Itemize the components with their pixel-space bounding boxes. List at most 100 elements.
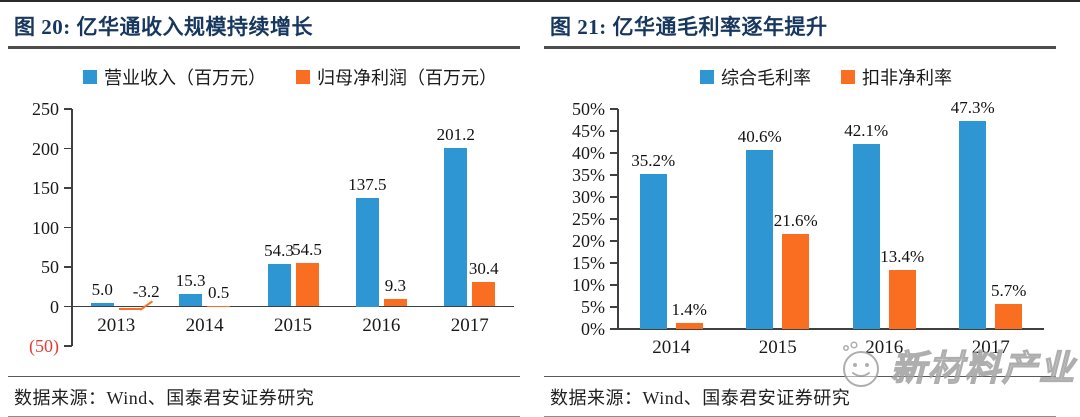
legend-label: 归母净利润（百万元） [317, 68, 497, 88]
figure-21-source: 数据来源：Wind、国泰君安证券研究 [550, 388, 851, 408]
y-tick-mark [64, 305, 72, 308]
x-axis-label: 2015 [273, 314, 312, 336]
y-tick-label: 10% [572, 275, 605, 295]
bar-value-label: 15.3 [175, 271, 206, 291]
y-tick-mark [610, 306, 618, 308]
y-tick-label: 25% [572, 209, 605, 229]
bar [472, 282, 496, 307]
y-tick-mark [610, 218, 618, 220]
net-profit-series-swatch [296, 70, 310, 84]
bar-value-label: 13.4% [880, 247, 925, 267]
figure-21-title: 图 21: 亿华通毛利率逐年提升 [550, 15, 828, 39]
y-tick-label: 50 [41, 257, 59, 277]
bar-value-label: 201.2 [436, 124, 475, 144]
bar-value-label: 137.5 [348, 174, 387, 194]
y-tick-label: 0% [581, 319, 605, 339]
bar-value-label: 0.5 [207, 283, 230, 303]
bar [179, 294, 203, 307]
bar [959, 120, 987, 329]
y-tick-mark [610, 240, 618, 242]
y-tick-mark [64, 226, 72, 229]
x-axis-line [618, 328, 1044, 330]
figure-20-title-rule [8, 46, 520, 49]
legend-item-revenue: 营业收入（百万元） [83, 64, 266, 90]
y-tick-label: (50) [29, 336, 59, 356]
bar-value-label: 1.4% [671, 299, 707, 319]
figure-21-margin: 图 21: 亿华通毛利率逐年提升 综合毛利率 扣非净利率 50% 45% 40% 35… [544, 2, 1056, 417]
bar-value-label: 40.6% [737, 127, 782, 147]
bar [852, 143, 880, 329]
bar-value-label: 5.0 [91, 279, 113, 299]
margin-bar-chart: 50% 45% 40% 35% 30% 25% 20% 15% 10% 5% 0% 2014 35.2%… [544, 95, 1056, 363]
y-tick-label: 0 [50, 296, 59, 317]
bar [267, 263, 291, 307]
legend-item-net-profit: 归母净利润（百万元） [296, 64, 497, 90]
bar-value-label: 47.3% [950, 97, 995, 117]
legend-label: 综合毛利率 [721, 68, 811, 88]
x-axis-label: 2016 [865, 337, 904, 358]
y-tick-label: 250 [32, 99, 59, 119]
x-axis-label: 2016 [362, 314, 401, 336]
y-tick-label: 20% [572, 231, 605, 251]
spacer [544, 363, 1056, 376]
y-tick-mark [610, 262, 618, 264]
y-tick-label: 15% [572, 253, 605, 273]
bar-value-label: 30.4 [468, 259, 499, 279]
y-tick-label: 100 [32, 217, 59, 238]
y-tick-label: 35% [572, 165, 605, 185]
bar [746, 150, 774, 329]
bar-value-label: 9.3 [384, 276, 407, 296]
y-tick-mark [64, 345, 72, 347]
bar-value-label: 54.5 [292, 240, 322, 260]
y-tick-mark [610, 108, 618, 110]
y-tick-mark [64, 108, 72, 110]
bar [383, 299, 407, 307]
bar [90, 302, 114, 307]
y-tick-label: 45% [572, 121, 605, 141]
y-tick-mark [610, 284, 618, 286]
legend-item-gross-margin: 综合毛利率 [700, 64, 811, 90]
bar [355, 197, 379, 307]
bar [639, 174, 667, 329]
y-tick-mark [610, 152, 618, 154]
x-axis-label: 2014 [185, 314, 224, 336]
legend-label: 营业收入（百万元） [104, 68, 266, 88]
figure-21-legend: 综合毛利率 扣非净利率 [544, 64, 1056, 90]
gross-margin-series-swatch [700, 70, 714, 84]
spacer [8, 363, 520, 376]
x-axis-label: 2017 [971, 337, 1010, 358]
bar [888, 270, 916, 329]
bar-value-label: 35.2% [631, 151, 676, 171]
bar-value-label: 5.7% [991, 280, 1027, 300]
bar-value-label: 54.3 [264, 240, 294, 260]
bar [444, 147, 468, 307]
y-tick-mark [610, 130, 618, 132]
bar [207, 306, 231, 308]
net-margin-series-swatch [841, 70, 855, 84]
bar-value-label: 42.1% [844, 120, 889, 140]
revenue-series-swatch [83, 70, 97, 84]
x-axis-label: 2015 [758, 337, 797, 358]
y-tick-label: 200 [32, 138, 59, 159]
figure-20-revenue: 图 20: 亿华通收入规模持续增长 营业收入（百万元） 归母净利润（百万元） 2… [8, 2, 520, 417]
y-tick-label: 150 [32, 178, 59, 198]
figure-21-source-rule [544, 375, 1056, 377]
bar [782, 233, 810, 329]
x-axis-label: 2014 [652, 337, 691, 358]
legend-label: 扣非净利率 [862, 68, 952, 88]
y-tick-label: 40% [572, 143, 605, 163]
bar [675, 322, 703, 329]
figure-21-title-rule [544, 46, 1056, 49]
bar-value-label: 21.6% [773, 210, 818, 230]
y-tick-mark [610, 328, 618, 330]
y-tick-label: 50% [572, 99, 605, 119]
y-tick-mark [64, 187, 72, 189]
figure-20-source: 数据来源：Wind、国泰君安证券研究 [14, 388, 315, 408]
y-tick-label: 30% [572, 187, 605, 207]
x-axis-label: 2017 [450, 314, 489, 336]
y-tick-mark [610, 196, 618, 198]
figure-20-source-rule [8, 375, 520, 377]
bar [295, 263, 319, 307]
